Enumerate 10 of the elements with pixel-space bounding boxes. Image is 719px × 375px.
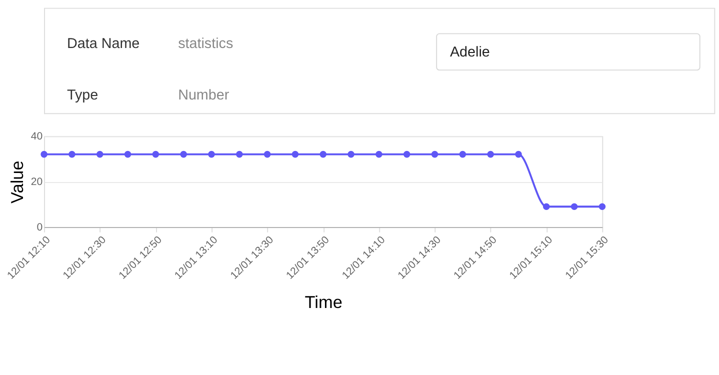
y-tick-label: 20 [30,176,43,188]
y-tick-label: 0 [36,221,43,234]
y-tick-label: 40 [30,130,43,142]
text: Data Name [67,36,140,52]
text: Adelie [450,44,490,61]
text: Number [178,88,230,104]
text: Type [67,88,98,104]
y-axis-title: Value [7,160,28,204]
x-axis-title: Time [304,292,342,312]
text: statistics [178,36,234,52]
